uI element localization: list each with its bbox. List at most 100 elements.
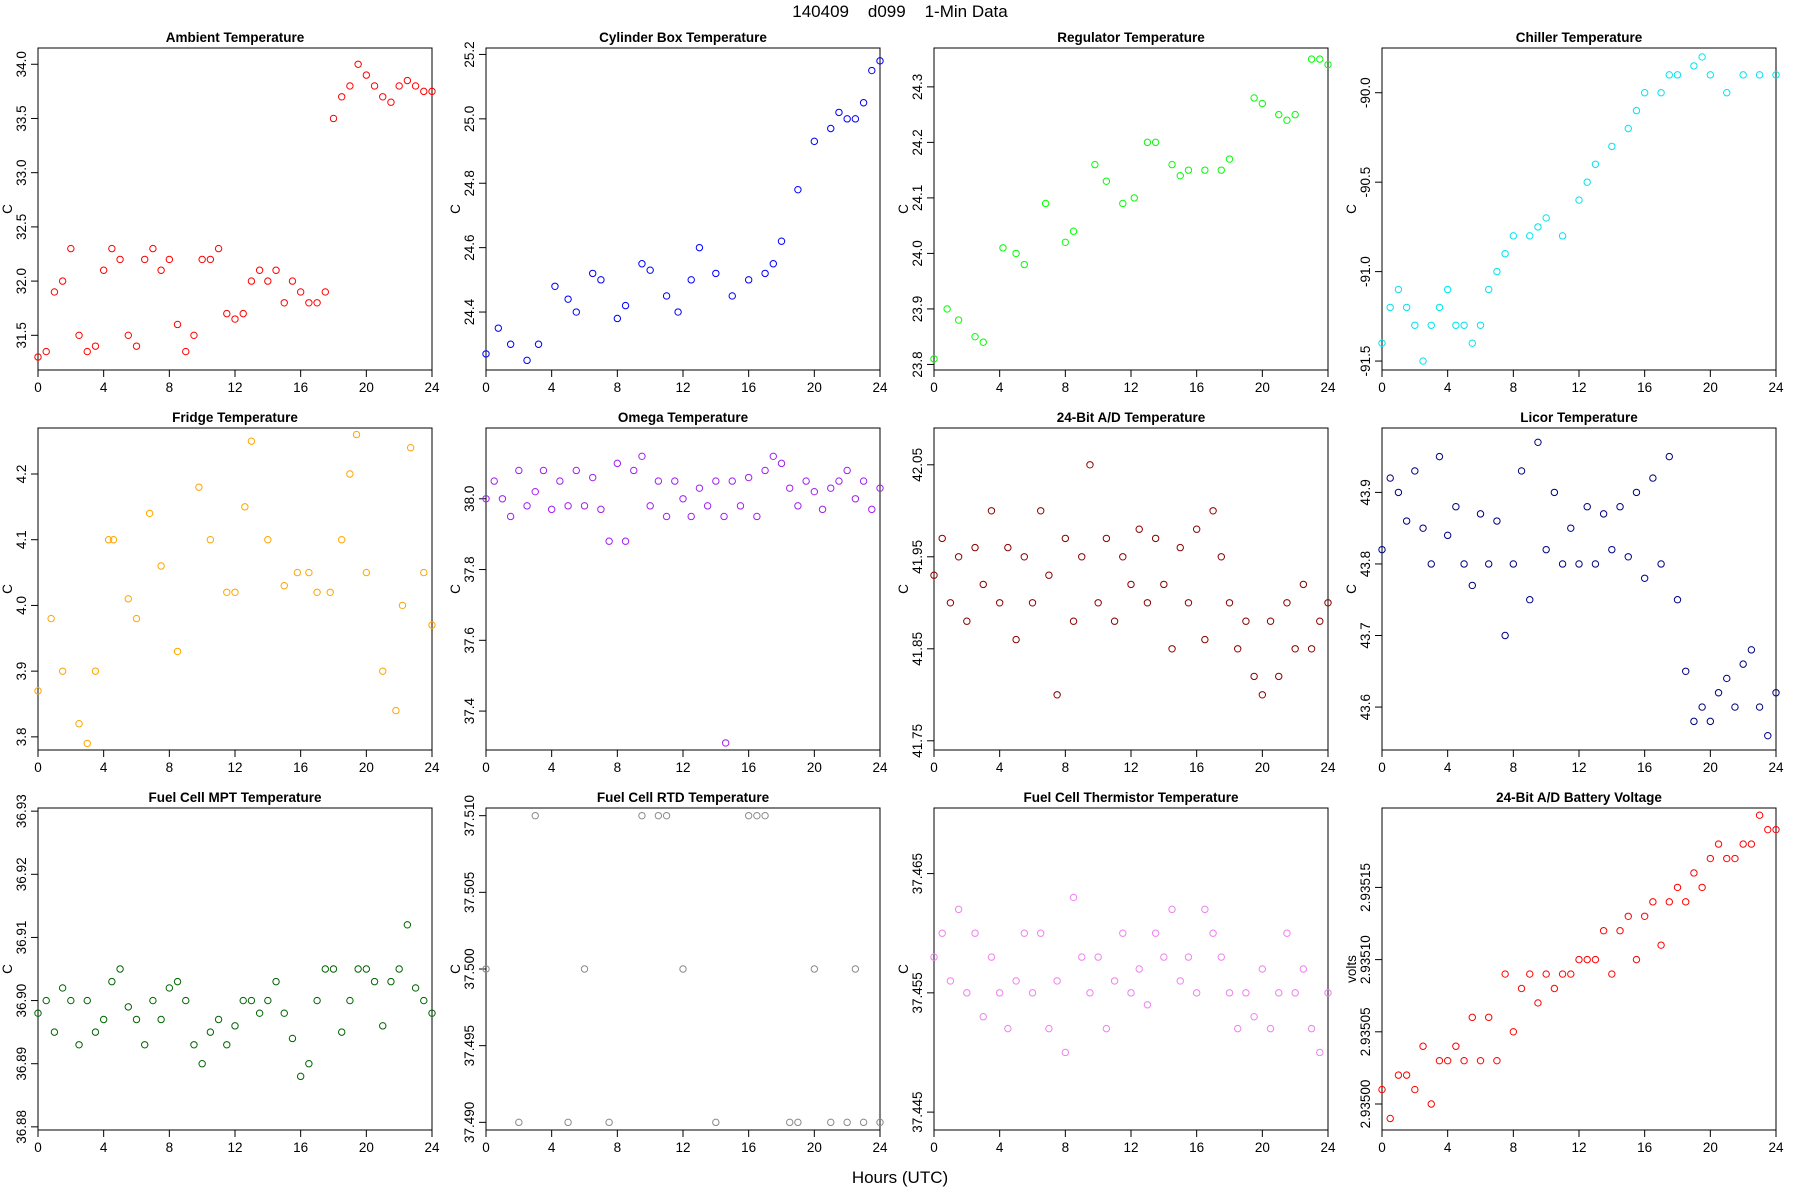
data-point xyxy=(1394,285,1403,294)
data-point xyxy=(859,477,868,485)
data-point xyxy=(1119,929,1127,937)
data-point xyxy=(646,266,654,274)
data-point xyxy=(288,277,297,285)
y-tick-label: 24.0 xyxy=(910,240,925,266)
x-tick-label: 0 xyxy=(930,760,938,775)
x-tick-label: 0 xyxy=(1378,380,1386,395)
x-tick-label: 12 xyxy=(1571,760,1586,775)
y-tick-label: 24.2 xyxy=(910,129,925,155)
data-point xyxy=(1316,1048,1324,1057)
data-point xyxy=(1493,517,1501,525)
data-point xyxy=(1078,953,1086,961)
data-point xyxy=(954,905,963,914)
y-tick-label: 36.91 xyxy=(14,921,29,955)
data-point xyxy=(255,1009,264,1017)
data-point xyxy=(721,739,730,747)
data-point xyxy=(1558,970,1567,978)
data-point xyxy=(946,599,955,607)
data-point xyxy=(938,534,946,543)
x-tick-label: 16 xyxy=(293,380,308,395)
data-point xyxy=(687,512,695,521)
data-point xyxy=(1102,1024,1111,1033)
x-axis-title: Hours (UTC) xyxy=(851,1168,949,1187)
data-point xyxy=(1558,232,1567,240)
panel-title: Cylinder Box Temperature xyxy=(599,30,767,45)
data-point xyxy=(50,1028,59,1036)
data-point xyxy=(1657,560,1665,568)
y-tick-label: 37.4 xyxy=(462,697,477,724)
data-point xyxy=(580,502,589,510)
data-point xyxy=(67,996,75,1005)
data-point xyxy=(1225,599,1234,607)
data-point xyxy=(490,477,498,485)
x-tick-label: 8 xyxy=(166,760,174,775)
data-point xyxy=(1657,941,1665,949)
x-tick-label: 8 xyxy=(614,760,622,775)
data-point xyxy=(777,459,786,468)
data-point xyxy=(1583,503,1591,511)
data-point xyxy=(1201,635,1209,644)
x-tick-label: 16 xyxy=(1637,760,1652,775)
data-point xyxy=(1640,912,1649,920)
x-tick-label: 24 xyxy=(424,1140,440,1155)
data-point xyxy=(91,1028,100,1036)
x-tick-label: 8 xyxy=(614,1140,622,1155)
x-tick-label: 24 xyxy=(872,760,888,775)
data-point xyxy=(99,1015,108,1024)
data-point xyxy=(1534,223,1542,231)
plot-frame xyxy=(1381,807,1777,1131)
data-point xyxy=(954,553,963,561)
data-point xyxy=(638,452,646,461)
data-point xyxy=(145,509,154,518)
chart-panel-7: 24-Bit A/D Temperature 0 4 8 12 16 20 24 41.75 41… xyxy=(896,410,1336,775)
data-point xyxy=(1509,1028,1518,1036)
panel-title: 24-Bit A/D Battery Voltage xyxy=(1496,790,1662,805)
data-point xyxy=(930,355,938,363)
data-point xyxy=(379,667,387,675)
data-point xyxy=(646,502,654,510)
y-tick-label: 37.490 xyxy=(462,1102,477,1143)
y-tick-label: 36.88 xyxy=(14,1110,29,1144)
data-point xyxy=(1291,110,1299,119)
x-tick-label: 24 xyxy=(872,380,888,395)
data-point xyxy=(712,477,720,485)
data-point xyxy=(1012,635,1020,644)
data-point xyxy=(1632,955,1641,964)
data-point xyxy=(963,989,971,997)
data-point xyxy=(352,430,361,439)
data-point xyxy=(313,996,321,1005)
data-point xyxy=(1747,840,1756,848)
y-tick-label: 36.89 xyxy=(14,1047,29,1081)
data-point xyxy=(1037,507,1045,515)
data-point xyxy=(1476,510,1485,518)
data-point xyxy=(1250,1013,1258,1021)
data-point xyxy=(241,503,249,511)
data-point xyxy=(206,536,215,544)
data-point xyxy=(1460,321,1468,329)
data-point xyxy=(1567,524,1575,532)
data-point xyxy=(1275,989,1283,997)
data-point xyxy=(987,507,996,515)
data-point xyxy=(34,1009,42,1017)
data-point xyxy=(523,356,531,365)
data-point xyxy=(769,260,777,268)
data-point xyxy=(761,811,769,820)
data-point xyxy=(1091,160,1099,169)
data-point xyxy=(1476,1056,1485,1065)
data-point xyxy=(1575,560,1583,568)
data-point xyxy=(930,571,938,579)
data-point xyxy=(1509,560,1518,568)
x-tick-label: 8 xyxy=(1062,760,1070,775)
data-point xyxy=(1053,977,1061,985)
y-tick-label: 31.5 xyxy=(14,322,29,348)
x-tick-label: 4 xyxy=(100,380,108,395)
x-tick-label: 12 xyxy=(1123,380,1138,395)
data-point xyxy=(428,87,436,96)
data-point xyxy=(597,505,605,514)
data-point xyxy=(876,1118,884,1127)
data-point xyxy=(1591,955,1600,964)
data-point xyxy=(214,1015,223,1024)
data-point xyxy=(247,277,256,285)
data-point xyxy=(802,477,810,485)
